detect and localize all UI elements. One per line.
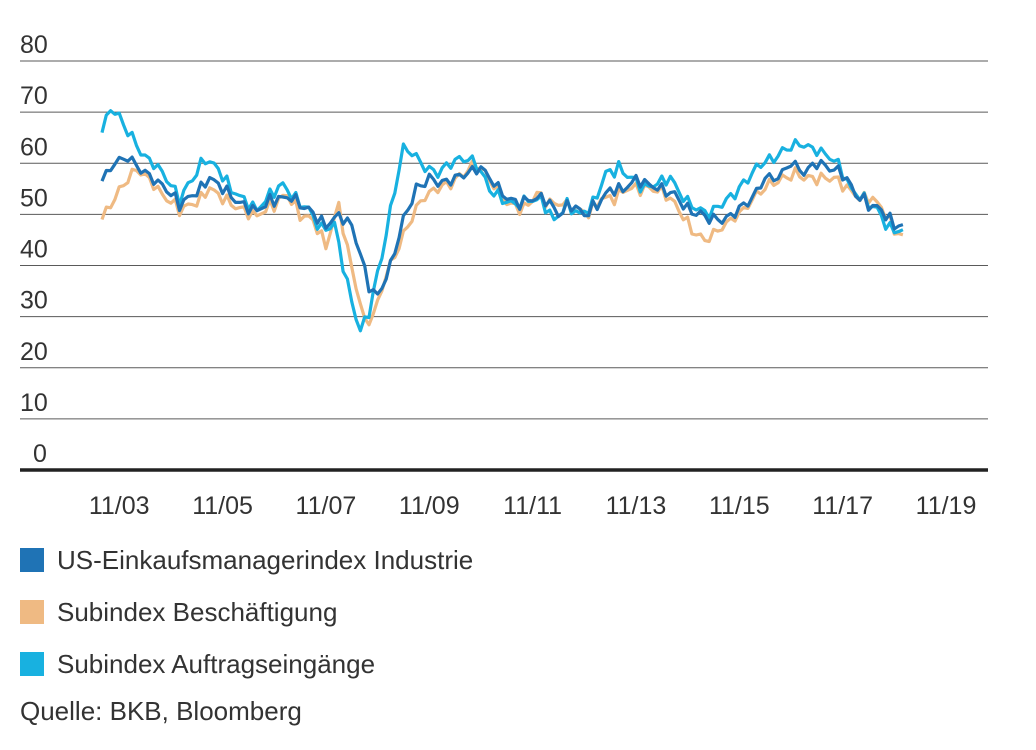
y-tick-label: 70: [20, 82, 48, 110]
legend-item-employment: Subindex Beschäftigung: [20, 586, 473, 638]
legend-swatch-new-orders: [20, 652, 44, 676]
source-note: Quelle: BKB, Bloomberg: [20, 696, 302, 726]
x-axis-labels: 11/03 11/05 11/07 11/09 11/11 11/13 11/15 11/17…: [89, 492, 976, 520]
x-tick-label: 11/13: [606, 492, 667, 520]
x-tick-label: 11/07: [296, 492, 357, 520]
x-tick-label: 11/11: [503, 492, 562, 520]
y-tick-label: 30: [20, 287, 48, 315]
legend-label-new-orders: Subindex Auftragseingänge: [57, 648, 376, 679]
legend-item-pmi: US-Einkaufsmanagerindex Industrie: [20, 534, 473, 586]
x-tick-label: 11/15: [709, 492, 770, 520]
legend-label-employment: Subindex Beschäftigung: [57, 596, 338, 627]
x-tick-label: 11/09: [399, 492, 460, 520]
x-tick-label: 11/19: [916, 492, 977, 520]
y-tick-label: 80: [20, 31, 48, 59]
y-tick-label: 0: [33, 440, 47, 468]
legend-swatch-pmi: [20, 548, 44, 572]
y-tick-label: 20: [20, 338, 48, 366]
x-tick-label: 11/03: [89, 492, 150, 520]
legend-item-new-orders: Subindex Auftragseingänge: [20, 638, 473, 690]
legend: US-Einkaufsmanagerindex Industrie Subind…: [20, 534, 473, 690]
y-axis-labels: 0 10 20 30 40 50 60 70 80: [20, 31, 48, 468]
series-lines: [100, 109, 904, 333]
series-line-employment: [100, 159, 904, 327]
y-tick-label: 10: [20, 389, 48, 417]
grid-lines: [20, 60, 988, 420]
x-tick-label: 11/17: [812, 492, 873, 520]
legend-swatch-employment: [20, 600, 44, 624]
y-tick-label: 50: [20, 184, 48, 212]
legend-label-pmi: US-Einkaufsmanagerindex Industrie: [57, 544, 474, 575]
series-line-new-orders: [100, 109, 904, 333]
series-line-pmi: [100, 155, 904, 296]
y-tick-label: 60: [20, 133, 48, 161]
y-tick-label: 40: [20, 236, 48, 264]
x-tick-label: 11/05: [192, 492, 253, 520]
